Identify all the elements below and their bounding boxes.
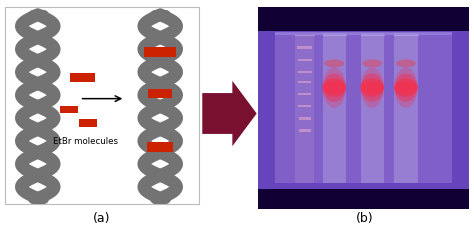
FancyBboxPatch shape: [298, 59, 312, 61]
FancyBboxPatch shape: [275, 32, 452, 35]
Ellipse shape: [394, 79, 418, 97]
FancyBboxPatch shape: [5, 7, 199, 204]
FancyArrow shape: [202, 81, 257, 146]
FancyBboxPatch shape: [258, 189, 469, 209]
FancyBboxPatch shape: [147, 142, 173, 152]
Ellipse shape: [323, 67, 346, 108]
Ellipse shape: [361, 67, 384, 108]
FancyBboxPatch shape: [298, 71, 312, 73]
Text: (a): (a): [93, 212, 110, 225]
Ellipse shape: [394, 74, 418, 102]
FancyBboxPatch shape: [79, 119, 98, 127]
FancyBboxPatch shape: [299, 105, 311, 107]
FancyBboxPatch shape: [298, 93, 311, 95]
Text: EtBr molecules: EtBr molecules: [53, 137, 118, 146]
FancyBboxPatch shape: [71, 73, 94, 82]
Ellipse shape: [323, 74, 346, 102]
Ellipse shape: [323, 82, 346, 93]
Text: (b): (b): [356, 212, 374, 225]
Ellipse shape: [361, 82, 384, 93]
FancyBboxPatch shape: [299, 117, 311, 120]
Ellipse shape: [323, 79, 346, 97]
Ellipse shape: [362, 59, 382, 67]
Ellipse shape: [394, 67, 418, 108]
FancyBboxPatch shape: [258, 7, 469, 209]
FancyBboxPatch shape: [144, 47, 176, 57]
FancyBboxPatch shape: [323, 33, 346, 183]
FancyBboxPatch shape: [298, 81, 311, 83]
FancyBboxPatch shape: [295, 33, 314, 183]
Ellipse shape: [394, 82, 418, 93]
Ellipse shape: [361, 79, 384, 97]
FancyBboxPatch shape: [275, 33, 452, 183]
FancyBboxPatch shape: [258, 27, 469, 189]
FancyBboxPatch shape: [361, 33, 384, 183]
FancyBboxPatch shape: [60, 106, 78, 114]
Ellipse shape: [324, 59, 344, 67]
Ellipse shape: [396, 59, 416, 67]
FancyBboxPatch shape: [394, 33, 418, 183]
FancyBboxPatch shape: [148, 89, 172, 98]
FancyBboxPatch shape: [258, 7, 469, 31]
Ellipse shape: [361, 74, 384, 102]
FancyBboxPatch shape: [297, 46, 312, 49]
FancyBboxPatch shape: [299, 129, 310, 132]
